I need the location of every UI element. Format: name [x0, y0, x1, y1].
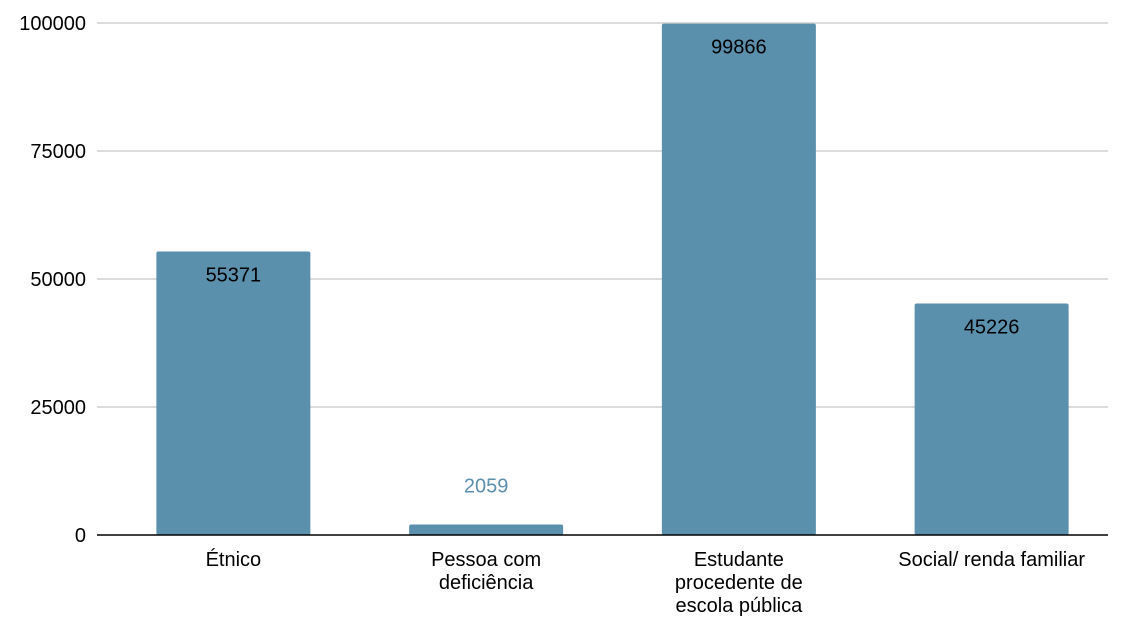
bar [914, 303, 1069, 535]
x-tick-label: Estudante procedente de escola pública [675, 549, 803, 617]
y-tick-label: 50000 [30, 269, 86, 291]
x-tick-label-line: Estudante [694, 549, 784, 571]
bar [156, 251, 311, 535]
x-tick-label-line: Étnico [206, 548, 262, 571]
data-label: 99866 [711, 37, 767, 59]
x-tick-label: Étnico [206, 548, 262, 571]
bar [661, 23, 816, 535]
x-tick-label-line: Social/ renda familiar [898, 549, 1085, 571]
x-tick-label-line: procedente de [675, 572, 803, 594]
x-tick-label: Social/ renda familiar [898, 549, 1085, 571]
y-tick-label: 0 [75, 525, 86, 547]
data-label: 2059 [464, 475, 509, 497]
data-label: 45226 [964, 316, 1020, 338]
y-tick-label: 75000 [30, 141, 86, 163]
axes: 0 25000 50000 75000 100000 [19, 13, 1108, 547]
y-tick-label: 25000 [30, 397, 86, 419]
bars [156, 23, 1069, 535]
x-tick-label-line: deficiência [439, 572, 534, 594]
bar [409, 524, 564, 535]
x-tick-label-line: Pessoa com [431, 549, 541, 571]
data-label: 55371 [206, 265, 262, 287]
labels: 55371 Étnico 2059 Pessoa com deficiência 9986… [206, 37, 1086, 617]
x-tick-label-line: escola pública [676, 595, 804, 617]
x-tick-label: Pessoa com deficiência [431, 549, 541, 594]
y-tick-label: 100000 [19, 13, 86, 35]
